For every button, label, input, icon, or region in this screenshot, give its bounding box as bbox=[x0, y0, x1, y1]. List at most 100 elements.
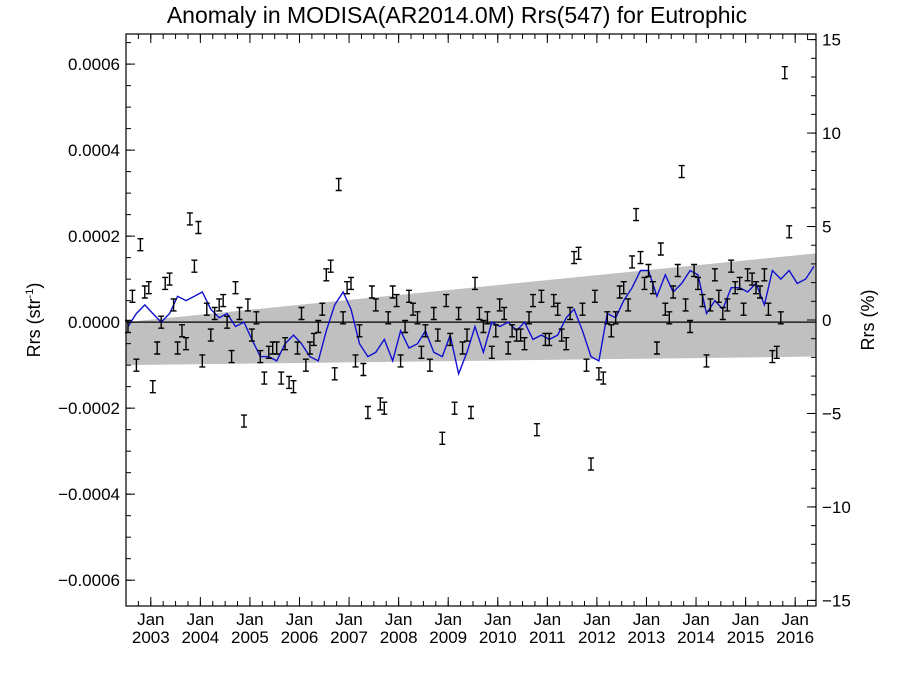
data-point bbox=[393, 293, 400, 308]
x-tick-label-month: Jan bbox=[534, 610, 561, 629]
x-tick-label-year: 2004 bbox=[181, 628, 219, 647]
data-point bbox=[736, 276, 743, 291]
data-point bbox=[186, 212, 193, 226]
y2-tick-label: −5 bbox=[822, 404, 841, 423]
data-point bbox=[509, 324, 516, 338]
data-point bbox=[761, 268, 768, 282]
data-point bbox=[290, 380, 297, 394]
y-tick-label: 0.0004 bbox=[68, 141, 120, 160]
data-point bbox=[476, 306, 483, 321]
data-point bbox=[670, 285, 677, 299]
data-point bbox=[749, 272, 756, 286]
data-point bbox=[773, 345, 780, 359]
data-point bbox=[558, 328, 565, 342]
data-point bbox=[595, 367, 602, 381]
data-point bbox=[488, 345, 495, 359]
data-point bbox=[248, 328, 255, 342]
data-point bbox=[241, 414, 247, 428]
y-tick-label: 0.0006 bbox=[68, 55, 120, 74]
plot-area: 0.0006 0.0004 0.0002 0.0000 −0.0002 −0.0004 −0… bbox=[58, 31, 851, 647]
data-point bbox=[261, 371, 268, 385]
data-point bbox=[315, 319, 322, 334]
data-point bbox=[372, 298, 379, 312]
y-tick-label: 0.0002 bbox=[68, 227, 120, 246]
data-point bbox=[662, 302, 669, 316]
data-point bbox=[464, 328, 470, 342]
data-point bbox=[550, 293, 557, 308]
data-point bbox=[306, 341, 313, 355]
data-point bbox=[402, 319, 409, 334]
data-point bbox=[439, 431, 446, 445]
y-axis-label-close: ) bbox=[24, 283, 44, 289]
data-point bbox=[451, 401, 458, 415]
data-point bbox=[207, 328, 214, 342]
data-point bbox=[501, 306, 508, 321]
data-point bbox=[455, 306, 462, 321]
data-point bbox=[695, 276, 701, 291]
data-point bbox=[216, 298, 223, 312]
data-point bbox=[740, 302, 747, 316]
data-point bbox=[158, 315, 165, 329]
x-tick-label-month: Jan bbox=[187, 610, 214, 629]
x-tick-label-year: 2007 bbox=[330, 628, 368, 647]
x-tick-label-year: 2016 bbox=[776, 628, 814, 647]
data-point bbox=[154, 341, 161, 355]
data-point bbox=[381, 401, 388, 415]
data-point bbox=[533, 423, 540, 437]
data-point bbox=[744, 268, 751, 282]
y2-tick-label: 5 bbox=[822, 218, 831, 237]
data-point bbox=[781, 66, 788, 80]
data-point bbox=[538, 289, 545, 303]
x-tick-label-month: Jan bbox=[286, 610, 313, 629]
data-point bbox=[612, 311, 619, 325]
data-point bbox=[224, 315, 231, 329]
data-point bbox=[257, 349, 264, 364]
data-point bbox=[352, 354, 359, 368]
data-point bbox=[426, 358, 433, 372]
data-point bbox=[629, 255, 636, 269]
data-point bbox=[657, 242, 664, 256]
data-point bbox=[145, 281, 152, 295]
data-point bbox=[360, 362, 367, 377]
data-point bbox=[282, 337, 289, 351]
chart-title: Anomaly in MODISA(AR2014.0M) Rrs(547) fo… bbox=[167, 2, 747, 28]
x-tick-label-month: Jan bbox=[633, 610, 660, 629]
data-point bbox=[637, 250, 644, 265]
data-point bbox=[447, 332, 454, 347]
data-point bbox=[777, 311, 784, 325]
x-tick-label-month: Jan bbox=[137, 610, 164, 629]
data-point bbox=[757, 285, 763, 299]
data-point bbox=[496, 298, 503, 312]
data-point bbox=[691, 263, 698, 278]
x-tick-label-month: Jan bbox=[732, 610, 759, 629]
trend-line bbox=[127, 265, 815, 377]
data-point bbox=[273, 341, 280, 355]
data-point bbox=[645, 263, 652, 278]
data-point bbox=[575, 246, 582, 260]
y-tick-label: 0.0000 bbox=[68, 313, 120, 332]
data-point bbox=[406, 289, 412, 303]
data-point bbox=[356, 324, 363, 338]
data-point bbox=[530, 293, 536, 308]
data-point bbox=[608, 324, 615, 338]
data-point bbox=[765, 302, 772, 316]
x-tick-label-month: Jan bbox=[583, 610, 610, 629]
x-tick-label-year: 2005 bbox=[231, 628, 269, 647]
data-point bbox=[141, 285, 148, 299]
data-point bbox=[468, 405, 474, 420]
data-point bbox=[600, 371, 607, 385]
data-point bbox=[699, 293, 706, 308]
x-tick-label-month: Jan bbox=[335, 610, 362, 629]
y2-tick-label: 10 bbox=[822, 124, 841, 143]
data-point bbox=[344, 281, 351, 295]
data-point bbox=[786, 225, 793, 239]
y-axis-label-superscript: -1 bbox=[24, 289, 36, 299]
data-point bbox=[633, 207, 640, 222]
data-point bbox=[220, 293, 227, 308]
data-point bbox=[583, 358, 590, 372]
y-axis-label: Rrs (str-1) bbox=[24, 283, 44, 358]
y2-tick-label: 15 bbox=[822, 31, 841, 50]
x-tick-label-year: 2006 bbox=[281, 628, 319, 647]
data-point bbox=[414, 311, 421, 325]
x-tick-label-year: 2003 bbox=[132, 628, 170, 647]
